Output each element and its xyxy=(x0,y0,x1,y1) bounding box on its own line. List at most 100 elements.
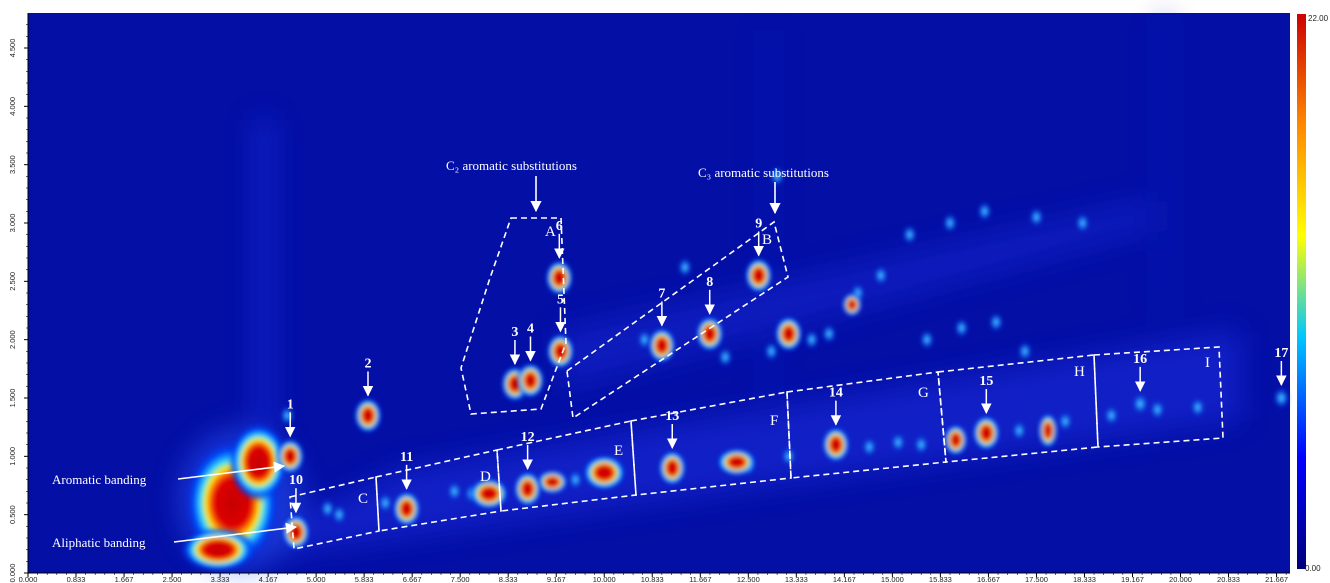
region-label-g: G xyxy=(918,385,929,401)
x-tick-label: 6.667 xyxy=(403,575,422,583)
y-tick-label: 3.000 xyxy=(8,214,17,233)
minor-peak xyxy=(1075,213,1090,233)
band-i-outline xyxy=(1093,346,1224,448)
peak-6-label: 6 xyxy=(556,219,563,234)
peak-12-label: 12 xyxy=(521,430,535,445)
minor-peak xyxy=(320,498,335,519)
region-label-c: C xyxy=(358,491,368,507)
labelled-peaks xyxy=(276,257,1290,551)
y-axis-ticks: 0.000 0.500 1.000 1.500 2.000 2.500 3.000 3.500… xyxy=(8,24,28,582)
colorbar: 22.00 0.00 xyxy=(1297,14,1329,573)
minor-peak xyxy=(989,312,1004,333)
minor-peak xyxy=(862,437,877,457)
x-tick-label: 8.333 xyxy=(499,575,518,583)
region-label-b: B xyxy=(762,232,772,248)
y-tick-label: 3.500 xyxy=(8,155,17,174)
peak-cluster xyxy=(228,422,289,503)
minor-peak xyxy=(804,329,819,350)
minor-peak xyxy=(568,469,583,490)
minor-peak xyxy=(378,493,393,513)
x-tick-label: 1.667 xyxy=(115,575,134,583)
peak-14-label: 14 xyxy=(829,386,843,401)
peak-7 xyxy=(647,327,676,364)
x-tick-label: 19.167 xyxy=(1121,575,1144,583)
minor-peak xyxy=(1104,405,1119,426)
peak-10 xyxy=(281,514,310,551)
minor-peak xyxy=(977,201,992,222)
x-tick-label: 20.833 xyxy=(1217,575,1240,583)
peak-4 xyxy=(516,362,545,399)
minor-peak xyxy=(902,224,917,245)
x-tick-label: 20.000 xyxy=(1169,575,1192,583)
peak-cluster xyxy=(582,454,627,491)
band-c-outline xyxy=(289,476,380,550)
region-a-outline xyxy=(460,217,567,415)
y-tick-label: 4.500 xyxy=(8,39,17,58)
peak-17-label: 17 xyxy=(1274,346,1288,361)
peak-cluster xyxy=(536,470,569,494)
peak-cluster xyxy=(842,292,863,317)
x-tick-label: 12.500 xyxy=(737,575,760,583)
x-tick-label: 14.167 xyxy=(833,575,856,583)
y-tick-label: 2.000 xyxy=(8,330,17,349)
colorbar-ramp xyxy=(1297,14,1306,569)
peak-1 xyxy=(276,438,305,475)
x-tick-label: 13.333 xyxy=(785,575,808,583)
minor-peak xyxy=(914,434,929,455)
peak-1-label: 1 xyxy=(287,397,294,412)
peak-5 xyxy=(546,333,575,370)
peak-16-label: 16 xyxy=(1133,352,1147,367)
peak-16 xyxy=(1132,392,1149,415)
peak-15 xyxy=(972,415,1001,451)
x-tick-label: 21.667 xyxy=(1265,575,1288,583)
y-tick-label: 2.500 xyxy=(8,272,17,291)
x-tick-label: 11.667 xyxy=(689,575,711,583)
peak-13-label: 13 xyxy=(665,409,679,424)
minor-peak xyxy=(821,323,836,344)
x-tick-label: 5.000 xyxy=(307,575,326,583)
x-tick-label: 10.000 xyxy=(593,575,616,583)
minor-peak xyxy=(1017,341,1032,362)
annotation-c3-aromatic: C₃ aromatic substitutions xyxy=(698,165,829,180)
x-tick-label: 7.500 xyxy=(451,575,470,583)
annotation-aromatic-banding: Aromatic banding xyxy=(52,472,147,487)
peak-cluster xyxy=(774,315,803,352)
x-tick-label: 16.667 xyxy=(977,575,1000,583)
region-labels: A B C D E F G H I xyxy=(358,224,1210,507)
peak-12 xyxy=(513,471,542,507)
peak-9 xyxy=(744,257,773,294)
x-tick-label: 0.833 xyxy=(67,575,86,583)
y-tick-label: 1.000 xyxy=(8,447,17,466)
minor-peak xyxy=(943,213,958,233)
minor-peak xyxy=(332,504,347,525)
peak-3-label: 3 xyxy=(511,325,518,340)
arrow-aromatic-banding xyxy=(177,461,286,480)
region-label-h: H xyxy=(1074,364,1085,380)
annotation-c2-aromatic: C₂ aromatic substitutions xyxy=(446,158,577,173)
minor-peak xyxy=(781,446,796,467)
band-d-outline xyxy=(375,449,502,532)
x-tick-label: 15.000 xyxy=(881,575,904,583)
x-tick-label: 3.333 xyxy=(211,575,230,583)
peak-4-label: 4 xyxy=(527,322,534,337)
peak-8 xyxy=(695,315,724,352)
band-h-outline xyxy=(937,354,1099,463)
peak-14 xyxy=(821,426,850,463)
peak-cluster xyxy=(716,448,757,477)
minor-peak xyxy=(891,432,906,453)
minor-peak xyxy=(1012,420,1027,441)
peak-2 xyxy=(353,397,382,434)
peak-8-label: 8 xyxy=(706,275,713,290)
x-tick-label: 4.167 xyxy=(259,575,278,583)
y-tick-label: 1.500 xyxy=(8,389,17,408)
peak-2-label: 2 xyxy=(364,357,371,372)
minor-peak xyxy=(919,329,934,350)
arrow-aliphatic-banding xyxy=(173,522,298,543)
minor-peak xyxy=(873,265,888,286)
region-label-d: D xyxy=(480,469,491,485)
minor-peak xyxy=(447,481,462,502)
minor-peak xyxy=(1190,397,1205,418)
peak-cluster xyxy=(943,424,968,456)
minor-peak xyxy=(1150,399,1165,420)
